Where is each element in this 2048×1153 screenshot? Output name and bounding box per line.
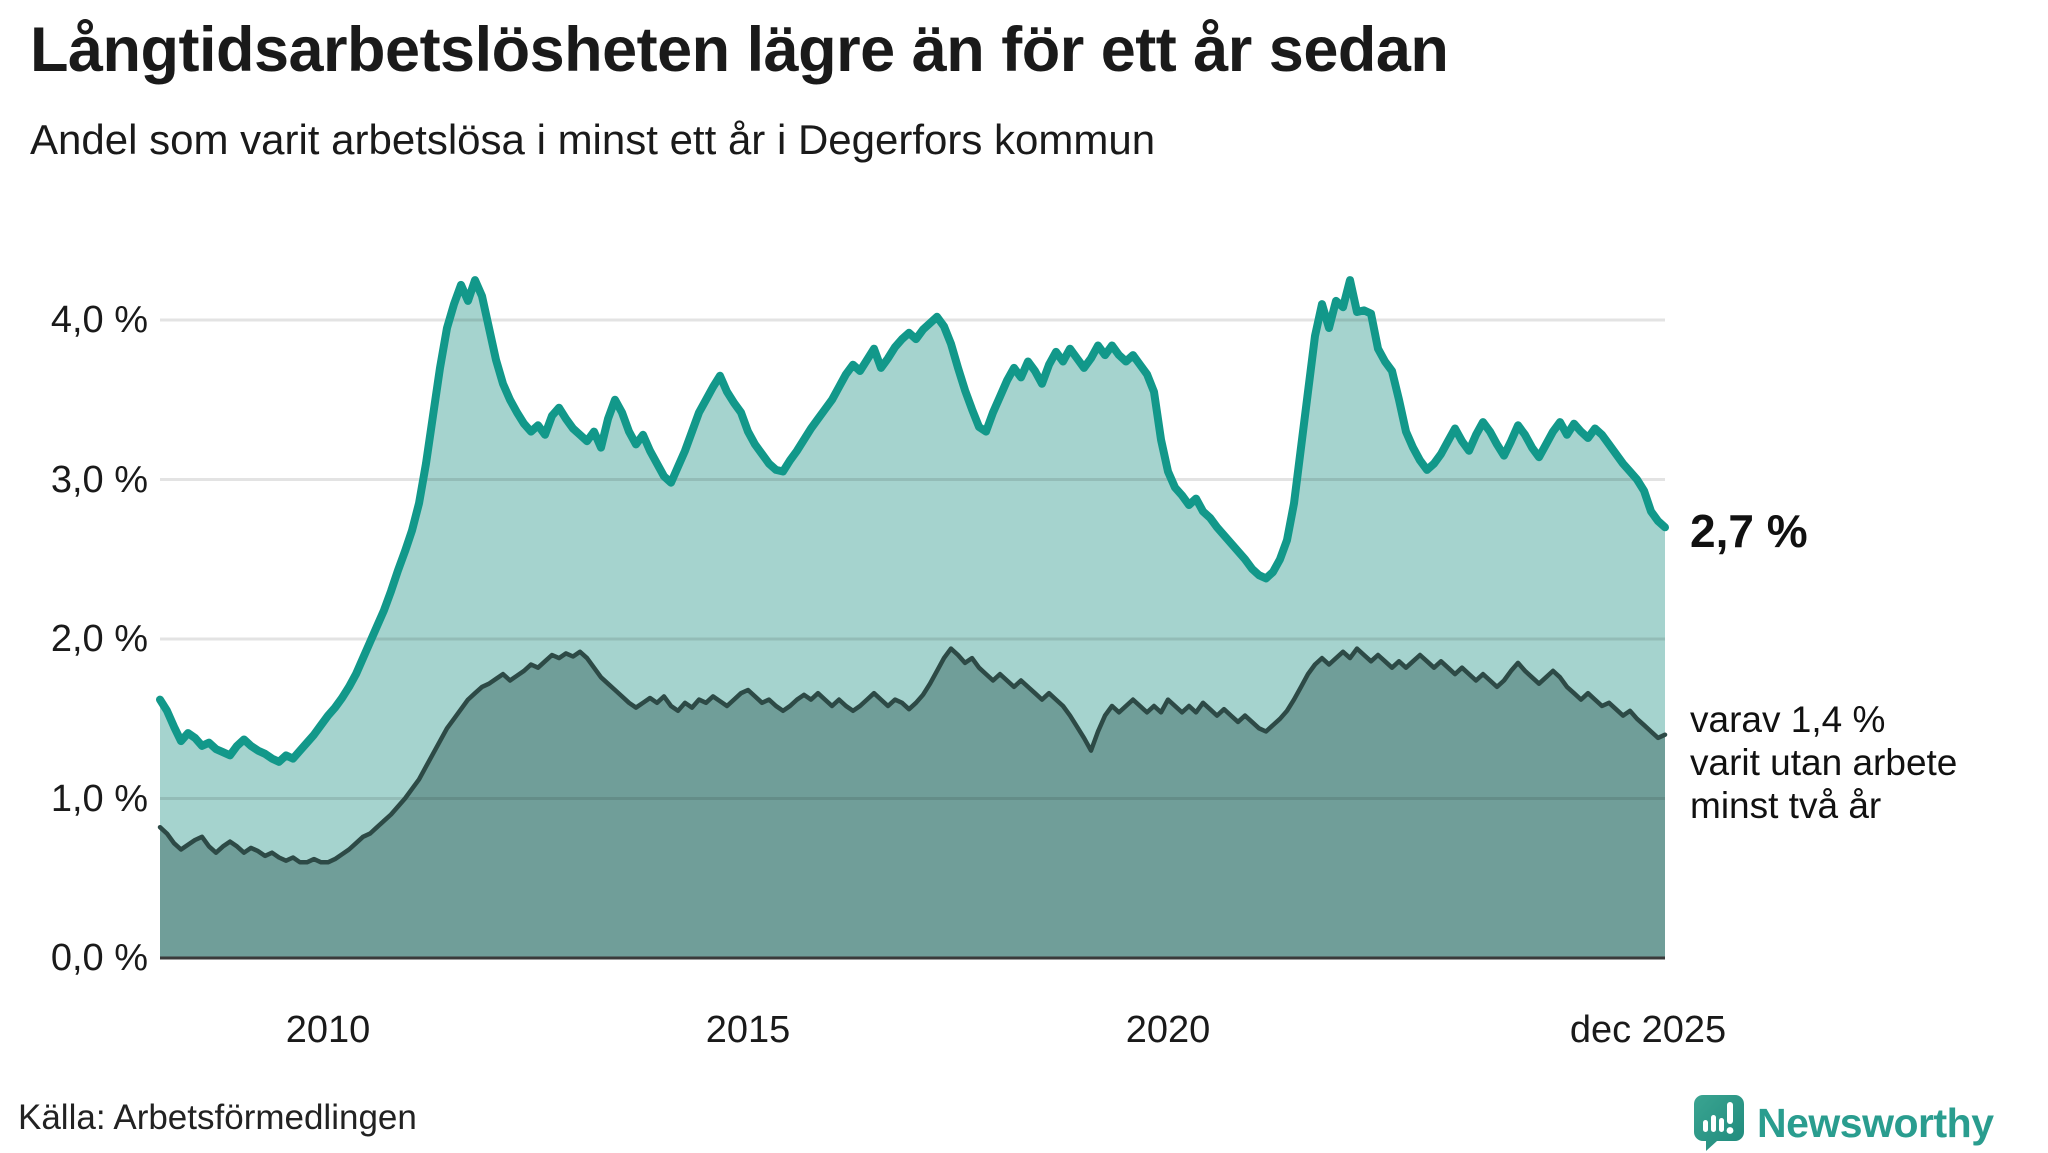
secondary-value-line1: varav 1,4 %: [1690, 699, 1886, 740]
y-tick-4: 4,0 %: [50, 299, 148, 341]
y-tick-2: 2,0 %: [50, 618, 148, 660]
y-tick-3: 3,0 %: [50, 459, 148, 501]
line-minst-ett-ar: [156, 276, 1669, 766]
x-tick-dec2025: dec 2025: [1569, 1009, 1727, 1051]
page-title: Långtidsarbetslösheten lägre än för ett …: [30, 15, 1449, 85]
newsworthy-logo-icon: [1694, 1095, 1744, 1151]
x-tick-2020: 2020: [1125, 1009, 1211, 1051]
latest-value-label: 2,7 %: [1690, 505, 1808, 557]
y-tick-0: 0,0 %: [50, 937, 148, 979]
x-tick-2015: 2015: [705, 1009, 791, 1051]
branding: Newsworthy: [1693, 1093, 1994, 1153]
page-subtitle: Andel som varit arbetslösa i minst ett å…: [30, 116, 1156, 163]
plot-area: [156, 276, 1669, 960]
newsworthy-wordmark: Newsworthy: [1757, 1099, 1994, 1146]
secondary-value-line2: varit utan arbete: [1690, 742, 1958, 783]
secondary-value-line3: minst två år: [1690, 785, 1882, 826]
area-fill-minst-tva-ar: [160, 648, 1665, 958]
source-label: Källa: Arbetsförmedlingen: [18, 1098, 417, 1137]
y-tick-1: 1,0 %: [50, 778, 148, 820]
line-minst-tva-ar: [157, 646, 1668, 865]
x-tick-2010: 2010: [285, 1009, 371, 1051]
secondary-value-label: varav 1,4 % varit utan arbete minst två …: [1690, 698, 1957, 827]
